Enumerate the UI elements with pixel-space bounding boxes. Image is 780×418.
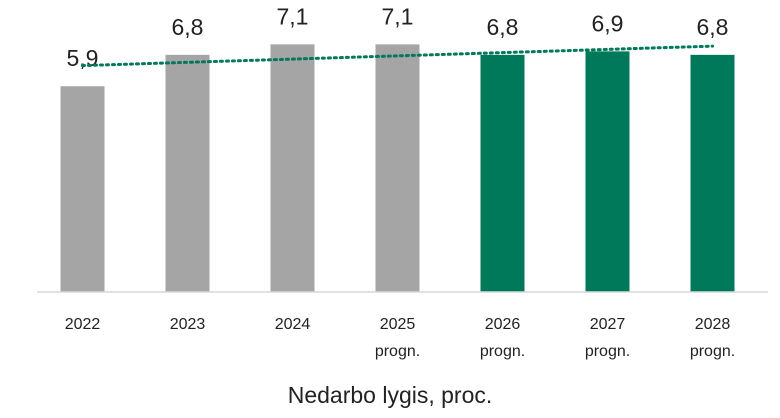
bar [270,44,315,293]
value-label: 5,9 [67,45,99,71]
trendline [81,44,714,68]
x-tick-label: 2022 [64,316,101,333]
value-label: 6,9 [592,10,624,36]
bar [165,54,210,292]
value-label: 6,8 [487,14,519,40]
x-tick-label: 2025 progn. [374,316,421,360]
value-label: 7,1 [277,3,309,29]
bar [375,44,420,293]
value-label: 6,8 [172,14,204,40]
x-tick-label: 2027 progn. [584,316,631,360]
chart-title: Nedarbo lygis, proc. [287,382,493,408]
bar [480,54,525,292]
x-tick-label: 2026 progn. [479,316,526,360]
bar [585,51,630,292]
value-label: 6,8 [697,14,729,40]
x-tick-label: 2023 [169,316,206,333]
x-tick-label: 2028 progn. [689,316,736,360]
bar [690,54,735,292]
value-label: 7,1 [382,3,414,29]
x-tick-label: 2024 [274,316,311,333]
bar [60,86,105,292]
